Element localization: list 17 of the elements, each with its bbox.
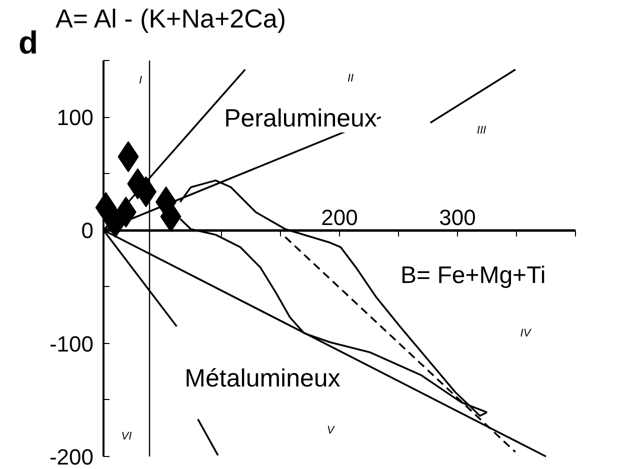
x-axis-title: B= Fe+Mg+Ti [400, 262, 546, 289]
annotation: II [347, 72, 354, 84]
y-tick-label: -200 [49, 444, 94, 469]
x-tick-label: 300 [439, 205, 476, 230]
chart-title: d [18, 24, 38, 60]
annotation: VI [121, 430, 132, 442]
annotation: Peralumineux [224, 104, 378, 132]
y-tick-label: -100 [49, 331, 94, 356]
x-tick-label: 200 [321, 205, 358, 230]
annotation: Métalumineux [184, 364, 341, 392]
y-axis-title: A= Al - (K+Na+2Ca) [56, 4, 286, 34]
annotation: III [476, 124, 486, 136]
y-tick-label: 100 [56, 105, 94, 130]
annotation: V [326, 424, 336, 436]
annotation: IV [520, 328, 532, 340]
y-tick-label: 0 [81, 218, 94, 244]
annotation: I [138, 74, 142, 86]
